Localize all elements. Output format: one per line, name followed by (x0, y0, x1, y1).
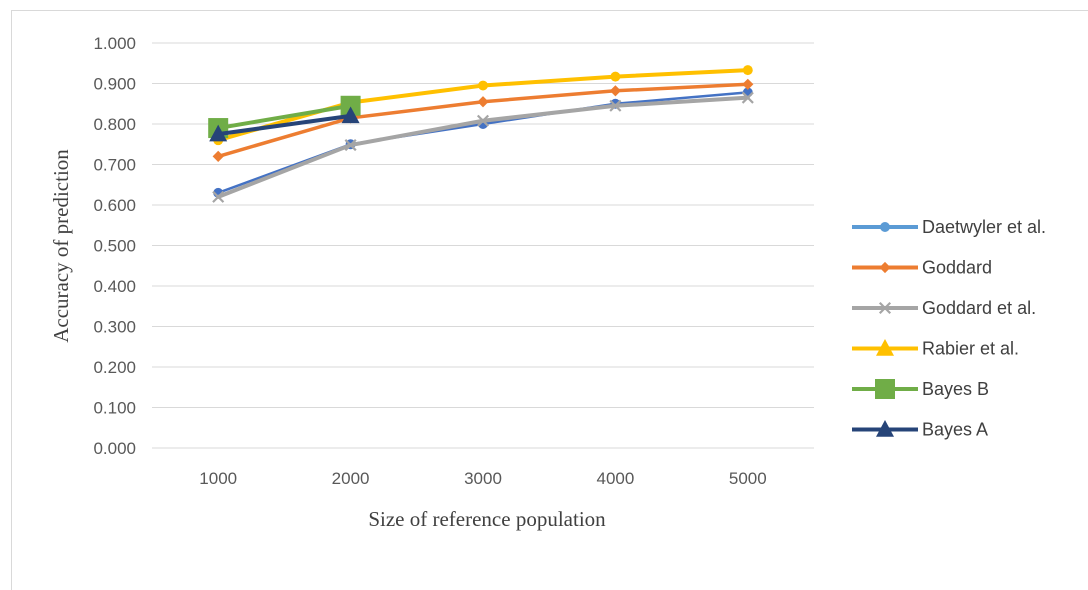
legend-label: Goddard (922, 258, 992, 278)
legend-label: Rabier et al. (922, 339, 1019, 359)
data-point (742, 65, 753, 76)
y-axis-title: Accuracy of prediction (49, 149, 73, 343)
x-tick-label: 3000 (464, 469, 502, 488)
x-marker-stroke (878, 301, 892, 315)
series-line (216, 113, 353, 137)
legend-marker (876, 339, 894, 356)
y-tick-label: 0.600 (93, 196, 136, 215)
data-point (340, 95, 361, 116)
series-line (216, 103, 353, 131)
x-marker-stroke (741, 91, 754, 104)
y-tick-label: 0.200 (93, 358, 136, 377)
x-axis-ticks: 1000 2000 3000 4000 5000 (199, 469, 766, 488)
legend-item: Bayes B (852, 379, 989, 399)
x-tick-label: 4000 (596, 469, 634, 488)
y-tick-label: 0.800 (93, 115, 136, 134)
y-tick-label: 1.000 (93, 34, 136, 53)
legend-item: Daetwyler et al. (852, 217, 1046, 237)
y-tick-label: 0.700 (93, 156, 136, 175)
legend-item: Goddard et al. (852, 298, 1036, 318)
data-point (212, 150, 224, 162)
x-marker-stroke (212, 190, 225, 203)
x-marker-stroke (476, 114, 490, 127)
legend-item: Bayes A (852, 420, 988, 440)
series-goddard-et-al (212, 91, 754, 203)
legend-item: Goddard (852, 258, 992, 278)
data-point (609, 99, 622, 112)
x-tick-label: 1000 (199, 469, 237, 488)
y-tick-label: 0.400 (93, 277, 136, 296)
legend: Daetwyler et al. Goddard Goddard et al. Rab… (852, 217, 1046, 440)
x-tick-label: 5000 (729, 469, 767, 488)
y-tick-label: 0.500 (93, 237, 136, 256)
series-bayes-a (209, 106, 360, 142)
y-tick-label: 0.000 (93, 439, 136, 458)
y-axis-ticks: 0.000 0.100 0.200 0.300 0.400 0.500 0.600 0.700… (93, 34, 136, 458)
data-point (476, 114, 490, 127)
y-tick-label: 0.100 (93, 399, 136, 418)
legend-marker (879, 261, 891, 274)
x-tick-label: 2000 (332, 469, 370, 488)
data-point (209, 124, 228, 142)
series-lines (208, 65, 754, 203)
legend-marker (875, 379, 895, 399)
y-tick-label: 0.300 (93, 318, 136, 337)
data-point (742, 78, 754, 90)
data-point (610, 71, 621, 82)
data-point (344, 139, 357, 152)
legend-marker (880, 222, 890, 232)
data-point (477, 96, 489, 108)
legend-label: Goddard et al. (922, 298, 1036, 318)
legend-label: Daetwyler et al. (922, 217, 1046, 237)
x-axis-title: Size of reference population (368, 507, 606, 531)
x-marker-stroke (344, 139, 357, 152)
data-point (212, 190, 225, 203)
y-tick-label: 0.900 (93, 75, 136, 94)
data-point (741, 91, 754, 104)
data-point (341, 106, 360, 124)
series-line (216, 95, 750, 199)
legend-item: Rabier et al. (852, 339, 1019, 359)
data-point (478, 80, 488, 91)
x-marker-stroke (609, 99, 622, 112)
legend-label: Bayes A (922, 420, 988, 440)
legend-marker (876, 420, 894, 437)
legend-label: Bayes B (922, 379, 989, 399)
data-point (609, 85, 621, 97)
series-line (216, 91, 750, 195)
legend-marker (878, 301, 892, 315)
